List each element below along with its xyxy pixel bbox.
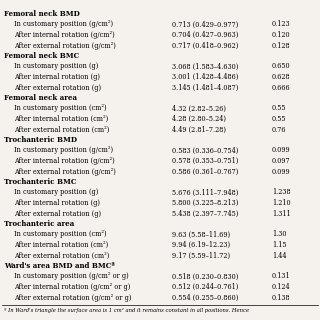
- Text: Femoral neck BMD: Femoral neck BMD: [4, 10, 80, 18]
- Text: After external rotation (cm²): After external rotation (cm²): [14, 252, 109, 260]
- Text: 0.554 (0.255–0.860): 0.554 (0.255–0.860): [172, 293, 238, 301]
- Text: After internal rotation (cm²): After internal rotation (cm²): [14, 241, 108, 249]
- Text: 3.068 (1.583–4.630): 3.068 (1.583–4.630): [172, 62, 238, 70]
- Text: 0.097: 0.097: [272, 157, 291, 165]
- Text: Trochanteric BMC: Trochanteric BMC: [4, 178, 76, 186]
- Text: 5.800 (3.225–8.213): 5.800 (3.225–8.213): [172, 199, 238, 207]
- Text: Ward's area BMD and BMCª: Ward's area BMD and BMCª: [4, 262, 115, 270]
- Text: 0.76: 0.76: [272, 125, 286, 133]
- Text: 1.15: 1.15: [272, 241, 286, 249]
- Text: 9.17 (5.59–11.72): 9.17 (5.59–11.72): [172, 252, 230, 260]
- Text: After internal rotation (g/cm²): After internal rotation (g/cm²): [14, 31, 115, 39]
- Text: 5.438 (2.397–7.745): 5.438 (2.397–7.745): [172, 210, 238, 218]
- Text: After external rotation (g/cm² or g): After external rotation (g/cm² or g): [14, 293, 132, 301]
- Text: 3.145 (1.481–4.087): 3.145 (1.481–4.087): [172, 84, 238, 92]
- Text: In customary position (g/cm²): In customary position (g/cm²): [14, 147, 113, 155]
- Text: 0.518 (0.230–0.830): 0.518 (0.230–0.830): [172, 273, 238, 281]
- Text: Femoral neck area: Femoral neck area: [4, 94, 77, 102]
- Text: 0.578 (0.353–0.751): 0.578 (0.353–0.751): [172, 157, 238, 165]
- Text: 4.32 (2.82–5.26): 4.32 (2.82–5.26): [172, 105, 226, 113]
- Text: 9.63 (5.58–11.69): 9.63 (5.58–11.69): [172, 230, 230, 238]
- Text: 0.713 (0.429–0.977): 0.713 (0.429–0.977): [172, 20, 238, 28]
- Text: 0.123: 0.123: [272, 20, 291, 28]
- Text: In customary position (g/cm²): In customary position (g/cm²): [14, 20, 113, 28]
- Text: 1.311: 1.311: [272, 210, 291, 218]
- Text: After external rotation (g): After external rotation (g): [14, 84, 101, 92]
- Text: In customary position (g/cm² or g): In customary position (g/cm² or g): [14, 273, 129, 281]
- Text: After internal rotation (cm²): After internal rotation (cm²): [14, 115, 108, 123]
- Text: After internal rotation (g/cm²): After internal rotation (g/cm²): [14, 157, 115, 165]
- Text: 9.94 (6.19–12.23): 9.94 (6.19–12.23): [172, 241, 230, 249]
- Text: 0.55: 0.55: [272, 105, 286, 113]
- Text: After external rotation (g/cm²): After external rotation (g/cm²): [14, 167, 116, 175]
- Text: In customary position (cm²): In customary position (cm²): [14, 230, 107, 238]
- Text: In customary position (g): In customary position (g): [14, 188, 98, 196]
- Text: 5.676 (3.111–7.948): 5.676 (3.111–7.948): [172, 188, 238, 196]
- Text: 4.28 (2.80–5.24): 4.28 (2.80–5.24): [172, 115, 226, 123]
- Text: 4.49 (2.81–7.28): 4.49 (2.81–7.28): [172, 125, 226, 133]
- Text: After internal rotation (g): After internal rotation (g): [14, 73, 100, 81]
- Text: 0.704 (0.427–0.963): 0.704 (0.427–0.963): [172, 31, 238, 39]
- Text: 0.586 (0.361–0.767): 0.586 (0.361–0.767): [172, 167, 238, 175]
- Text: In customary position (cm²): In customary position (cm²): [14, 105, 107, 113]
- Text: 1.238: 1.238: [272, 188, 291, 196]
- Text: 0.124: 0.124: [272, 283, 291, 291]
- Text: After external rotation (cm²): After external rotation (cm²): [14, 125, 109, 133]
- Text: ª In Ward's triangle the surface area is 1 cm² and it remains constant in all po: ª In Ward's triangle the surface area is…: [4, 308, 249, 313]
- Text: 0.512 (0.244–0.761): 0.512 (0.244–0.761): [172, 283, 238, 291]
- Text: 0.120: 0.120: [272, 31, 291, 39]
- Text: 1.44: 1.44: [272, 252, 286, 260]
- Text: 3.001 (1.428–4.486): 3.001 (1.428–4.486): [172, 73, 238, 81]
- Text: 0.583 (0.336–0.754): 0.583 (0.336–0.754): [172, 147, 238, 155]
- Text: 0.55: 0.55: [272, 115, 286, 123]
- Text: 0.628: 0.628: [272, 73, 291, 81]
- Text: 0.099: 0.099: [272, 167, 291, 175]
- Text: 1.30: 1.30: [272, 230, 286, 238]
- Text: 0.650: 0.650: [272, 62, 291, 70]
- Text: After external rotation (g): After external rotation (g): [14, 210, 101, 218]
- Text: In customary position (g): In customary position (g): [14, 62, 98, 70]
- Text: Femoral neck BMC: Femoral neck BMC: [4, 52, 79, 60]
- Text: 0.131: 0.131: [272, 273, 291, 281]
- Text: 0.099: 0.099: [272, 147, 291, 155]
- Text: 0.717 (0.418–0.962): 0.717 (0.418–0.962): [172, 42, 238, 50]
- Text: Trochanteric area: Trochanteric area: [4, 220, 74, 228]
- Text: After internal rotation (g/cm² or g): After internal rotation (g/cm² or g): [14, 283, 130, 291]
- Text: Trochanteric BMD: Trochanteric BMD: [4, 136, 77, 144]
- Text: 0.128: 0.128: [272, 42, 291, 50]
- Text: 1.210: 1.210: [272, 199, 291, 207]
- Text: 0.138: 0.138: [272, 293, 291, 301]
- Text: After internal rotation (g): After internal rotation (g): [14, 199, 100, 207]
- Text: After external rotation (g/cm²): After external rotation (g/cm²): [14, 42, 116, 50]
- Text: 0.666: 0.666: [272, 84, 291, 92]
